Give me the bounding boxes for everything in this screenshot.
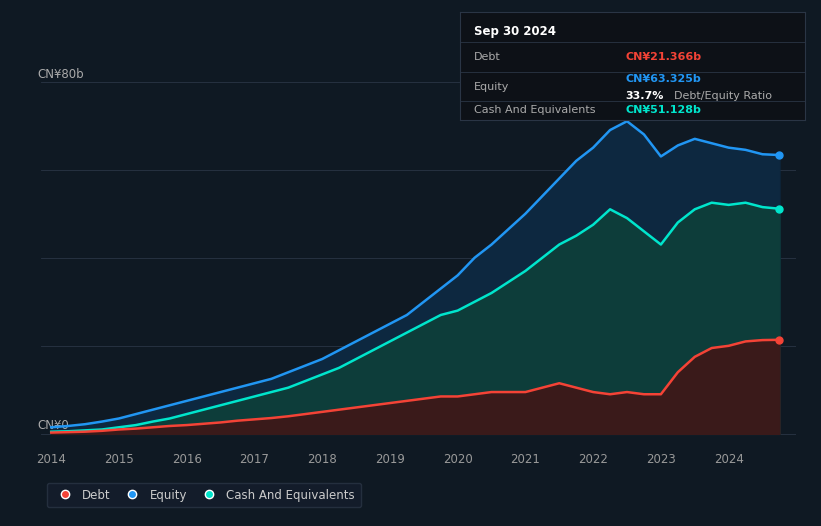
Legend: Debt, Equity, Cash And Equivalents: Debt, Equity, Cash And Equivalents — [47, 483, 361, 508]
Text: Cash And Equivalents: Cash And Equivalents — [474, 105, 595, 115]
Text: 33.7%: 33.7% — [626, 91, 664, 101]
Text: CN¥51.128b: CN¥51.128b — [626, 105, 701, 115]
Text: CN¥80b: CN¥80b — [37, 68, 84, 82]
Text: Debt: Debt — [474, 52, 501, 62]
Text: CN¥63.325b: CN¥63.325b — [626, 74, 701, 84]
Text: Sep 30 2024: Sep 30 2024 — [474, 25, 556, 38]
Text: Debt/Equity Ratio: Debt/Equity Ratio — [674, 91, 772, 101]
Text: CN¥21.366b: CN¥21.366b — [626, 52, 702, 62]
Text: CN¥0: CN¥0 — [37, 419, 69, 432]
Text: Equity: Equity — [474, 82, 509, 92]
